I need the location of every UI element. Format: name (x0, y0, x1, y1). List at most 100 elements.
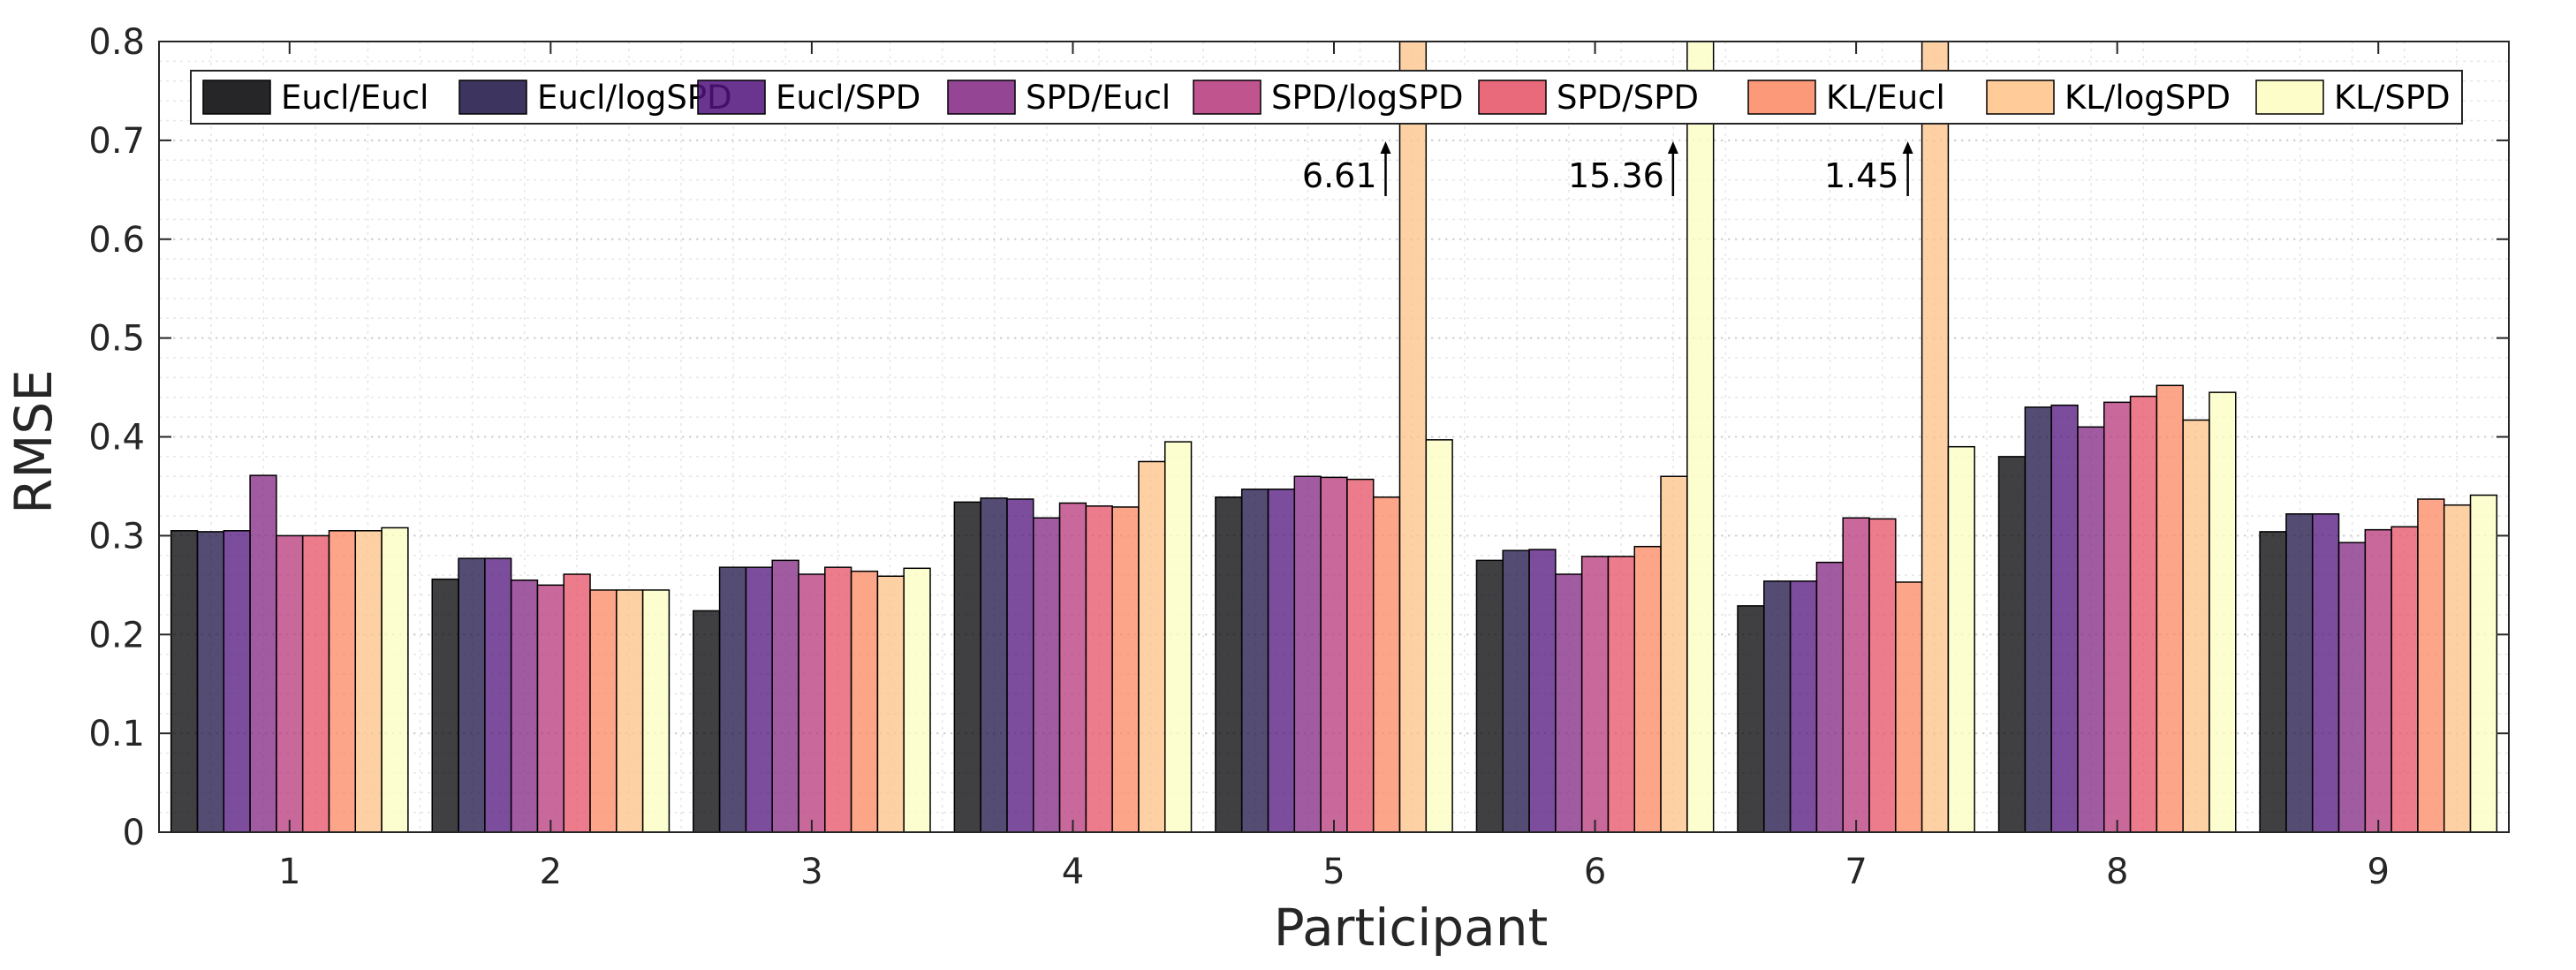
legend-label: KL/SPD (2334, 79, 2451, 117)
bar (1215, 496, 1243, 833)
bar (2050, 404, 2079, 833)
bar (1528, 549, 1557, 833)
bar (2077, 426, 2105, 833)
bar (1058, 502, 1087, 833)
bar (1320, 476, 1348, 833)
legend: Eucl/Eucl Eucl/logSPD Eucl/SPD SPD/Eucl SPD/… (190, 70, 2463, 125)
annotation-label: 1.45 (1824, 156, 1899, 195)
bar (693, 610, 721, 833)
bar (1947, 445, 1975, 833)
bar (1398, 41, 1428, 833)
bar (2469, 494, 2498, 833)
annotation-arrowhead (1667, 141, 1678, 154)
bar (354, 530, 383, 833)
annotation-arrowhead (1902, 141, 1913, 154)
bar (1607, 556, 1636, 833)
legend-swatch (947, 80, 1016, 115)
bar (850, 570, 879, 833)
legend-swatch (697, 80, 766, 115)
bar (718, 566, 747, 833)
bar (196, 531, 225, 833)
bar (589, 589, 617, 833)
bar (2443, 504, 2472, 833)
bar (2103, 401, 2132, 833)
bar (2259, 531, 2287, 833)
annotation-label: 6.61 (1302, 156, 1377, 195)
bar (1111, 506, 1140, 833)
bar (1815, 561, 1844, 833)
bar (1138, 460, 1166, 833)
y-tick-label: 0.8 (88, 22, 145, 63)
y-tick-label: 0.5 (88, 319, 145, 360)
bar (1997, 456, 2027, 833)
x-tick-label: 9 (2367, 852, 2389, 892)
x-tick-label: 8 (2106, 852, 2128, 892)
bar (2390, 526, 2419, 833)
bar (1267, 489, 1296, 833)
x-tick-label: 3 (800, 852, 822, 892)
bar (2156, 384, 2184, 833)
y-tick-label: 0.3 (88, 516, 145, 557)
bar (1921, 41, 1950, 833)
bar (616, 589, 644, 833)
bar (2337, 542, 2367, 833)
bar (771, 559, 799, 833)
bar (328, 530, 357, 833)
bar (1240, 489, 1269, 833)
legend-swatch (1478, 80, 1547, 115)
bar (1895, 581, 1923, 833)
legend-swatch (202, 80, 271, 115)
bar (1555, 573, 1583, 833)
bar (1660, 475, 1688, 833)
bar (641, 589, 671, 833)
x-axis-title: Participant (1274, 898, 1548, 958)
bar (1763, 580, 1792, 833)
bar (2417, 498, 2445, 833)
bar (1032, 517, 1061, 833)
axes: 0 0.1 0.2 0.3 0.4 0.5 0.6 0.7 0.8 1 2 3 4 5 6 7 8 9 (88, 22, 2510, 892)
bar (1293, 475, 1322, 833)
bar (536, 584, 564, 833)
bar (1163, 441, 1193, 833)
x-tick-label: 6 (1584, 852, 1606, 892)
legend-label: SPD/Eucl (1026, 79, 1171, 117)
bar (484, 557, 512, 833)
bar (1842, 517, 1870, 833)
bar (1633, 545, 1662, 833)
bar (2311, 513, 2340, 833)
bar (745, 566, 773, 833)
bar (458, 557, 486, 833)
bar (2024, 406, 2052, 833)
legend-swatch (1986, 80, 2055, 115)
bar (798, 573, 826, 833)
bar (2364, 528, 2392, 833)
bar (563, 573, 591, 833)
x-tick-label: 5 (1322, 852, 1345, 892)
bar (2285, 513, 2314, 833)
y-tick-label: 0.7 (88, 121, 145, 162)
bar (1475, 559, 1504, 833)
bar (2209, 391, 2237, 833)
bar (1425, 439, 1453, 833)
bar (2182, 419, 2210, 833)
bar (1737, 605, 1765, 833)
legend-label: KL/logSPD (2065, 79, 2231, 117)
x-tick-label: 1 (278, 852, 300, 892)
bar (1789, 580, 1818, 833)
bar (980, 497, 1008, 833)
y-tick-label: 0 (123, 813, 145, 853)
legend-label: KL/Eucl (1826, 79, 1945, 117)
bar (1686, 41, 1715, 833)
bar (1580, 556, 1610, 833)
bar (1006, 498, 1034, 833)
annotation-arrowhead (1380, 141, 1391, 154)
bar (1868, 518, 1897, 833)
legend-swatch (1193, 80, 1261, 115)
bar (381, 527, 409, 833)
bar (510, 579, 539, 833)
bar (431, 578, 459, 833)
annotations: 6.61 15.36 1.45 (1302, 141, 1913, 196)
legend-swatch (1747, 80, 1816, 115)
bar (824, 566, 852, 833)
